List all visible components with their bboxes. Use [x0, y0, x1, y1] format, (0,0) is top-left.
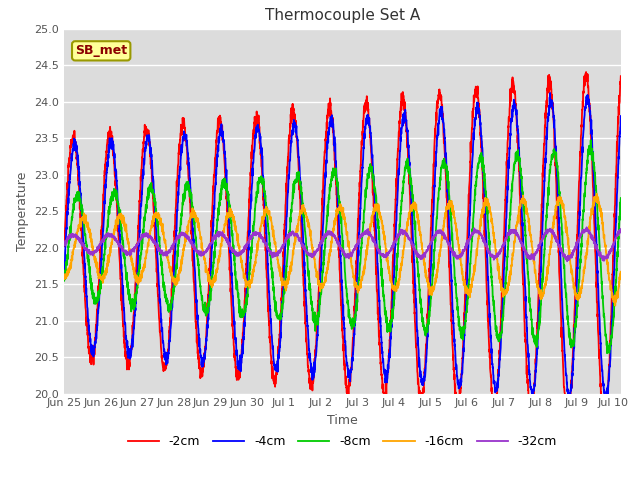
-16cm	[157, 217, 164, 223]
-4cm	[60, 269, 68, 275]
Legend: -2cm, -4cm, -8cm, -16cm, -32cm: -2cm, -4cm, -8cm, -16cm, -32cm	[123, 430, 562, 453]
-16cm	[606, 278, 614, 284]
-4cm	[617, 113, 625, 119]
Line: -4cm: -4cm	[64, 93, 621, 404]
-2cm	[617, 73, 625, 79]
-16cm	[546, 251, 554, 257]
-8cm	[604, 350, 611, 356]
-4cm	[606, 358, 614, 363]
-2cm	[546, 76, 554, 82]
-16cm	[60, 274, 68, 279]
Line: -32cm: -32cm	[64, 227, 621, 261]
-4cm	[274, 358, 282, 364]
-2cm	[274, 367, 282, 372]
-8cm	[124, 285, 131, 290]
-16cm	[617, 269, 625, 275]
-32cm	[563, 258, 571, 264]
-4cm	[546, 90, 554, 96]
-32cm	[606, 250, 614, 256]
-32cm	[124, 252, 131, 258]
Line: -8cm: -8cm	[64, 140, 621, 353]
-16cm	[593, 191, 600, 197]
-4cm	[298, 210, 305, 216]
Text: SB_met: SB_met	[75, 44, 127, 57]
Title: Thermocouple Set A: Thermocouple Set A	[265, 9, 420, 24]
-4cm	[124, 351, 131, 357]
-16cm	[124, 238, 131, 243]
-32cm	[298, 240, 305, 246]
-8cm	[274, 315, 282, 321]
X-axis label: Time: Time	[327, 414, 358, 427]
-2cm	[582, 69, 590, 75]
-16cm	[274, 257, 282, 263]
-2cm	[298, 236, 305, 242]
-32cm	[617, 227, 625, 232]
-4cm	[546, 101, 554, 107]
-4cm	[602, 401, 609, 407]
-2cm	[600, 421, 607, 427]
-8cm	[157, 249, 164, 254]
Y-axis label: Temperature: Temperature	[16, 171, 29, 251]
-16cm	[298, 211, 305, 216]
Line: -2cm: -2cm	[64, 72, 621, 424]
-2cm	[124, 362, 131, 368]
-8cm	[606, 344, 614, 349]
-8cm	[587, 137, 595, 143]
-16cm	[611, 303, 619, 309]
-2cm	[157, 334, 164, 340]
-8cm	[298, 190, 305, 195]
-32cm	[546, 227, 554, 232]
-8cm	[60, 278, 68, 284]
-32cm	[60, 240, 68, 246]
-2cm	[606, 338, 614, 344]
Line: -16cm: -16cm	[64, 194, 621, 306]
-32cm	[274, 253, 282, 259]
-32cm	[583, 224, 591, 230]
-2cm	[60, 240, 68, 246]
-32cm	[157, 247, 164, 253]
-8cm	[617, 195, 625, 201]
-4cm	[157, 304, 164, 310]
-8cm	[546, 169, 554, 175]
